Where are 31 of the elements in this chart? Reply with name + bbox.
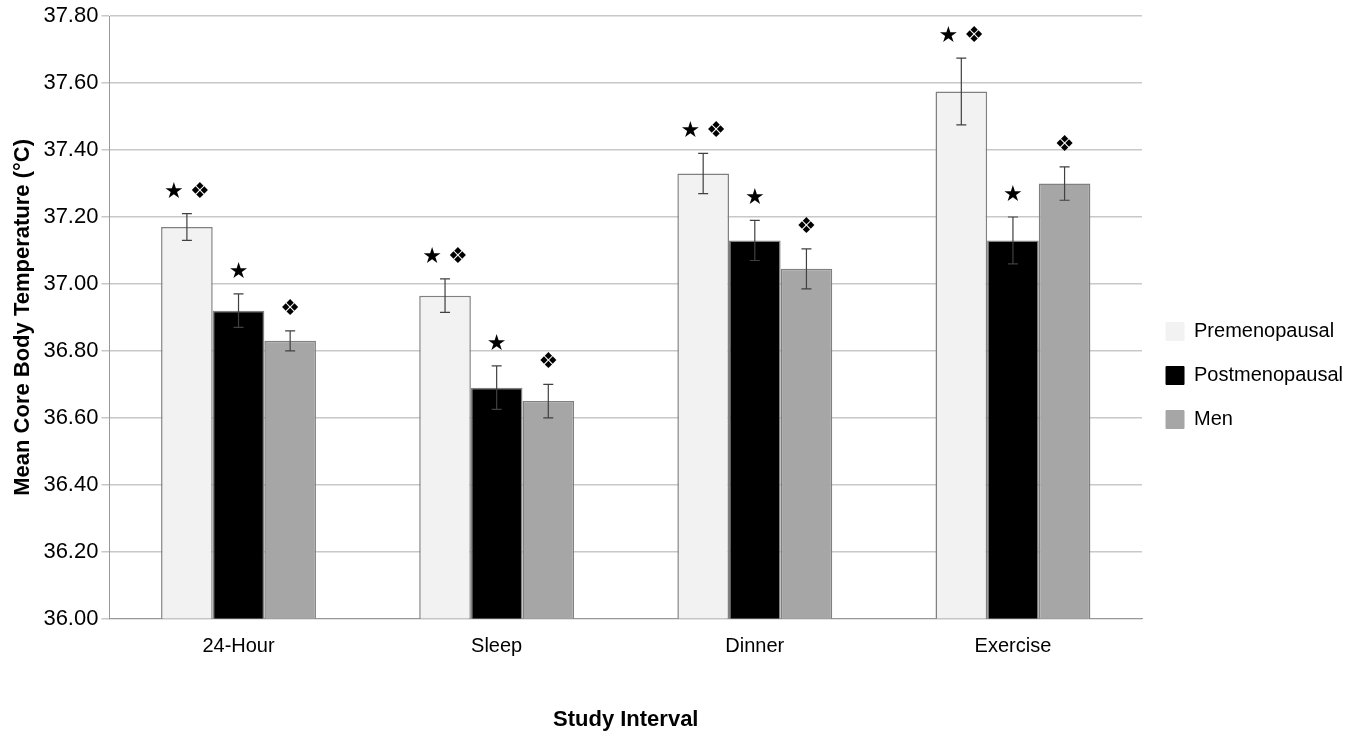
y-tick-label: 36.60 <box>43 403 99 429</box>
y-tick-label: 36.40 <box>43 470 99 496</box>
y-tick-label: 37.80 <box>43 2 99 28</box>
y-tick-label: 36.20 <box>43 537 99 563</box>
x-tick-label: Exercise <box>974 634 1052 657</box>
y-tick-label: 37.40 <box>43 136 99 162</box>
y-tick-label: 37.60 <box>43 69 99 95</box>
annotation: ★ ❖ <box>422 242 468 268</box>
annotation: ❖ <box>280 294 301 320</box>
annotation: ★ <box>228 258 249 284</box>
y-tick-label: 37.00 <box>43 270 99 295</box>
legend-label: Men <box>1194 407 1233 430</box>
annotation: ❖ <box>796 212 817 238</box>
x-tick-label: Dinner <box>725 634 785 657</box>
legend-label: Premenopausal <box>1194 319 1335 342</box>
legend-label: Postmenopausal <box>1194 363 1343 386</box>
x-axis-title: Study Interval <box>552 705 699 731</box>
y-tick-label: 36.00 <box>43 604 99 630</box>
y-tick-label: 36.80 <box>43 336 99 362</box>
annotation: ★ <box>486 329 507 355</box>
annotation: ★ <box>1003 181 1023 207</box>
annotation: ❖ <box>1054 130 1075 156</box>
y-axis-title: Mean Core Body Temperature (°C) <box>9 139 35 496</box>
annotation: ❖ <box>538 348 559 374</box>
x-tick-label: Sleep <box>471 634 523 657</box>
annotation: ★ ❖ <box>680 117 726 143</box>
annotation: ★ ❖ <box>938 22 985 48</box>
annotation: ★ <box>744 184 765 210</box>
x-tick-label: 24-Hour <box>202 634 275 657</box>
annotation: ★ ❖ <box>164 177 210 203</box>
y-tick-label: 37.20 <box>43 203 99 229</box>
